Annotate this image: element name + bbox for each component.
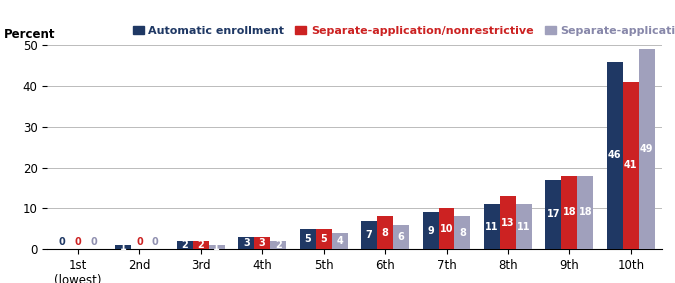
Bar	[209, 245, 225, 249]
Text: 2: 2	[197, 240, 204, 250]
Text: 0: 0	[152, 237, 159, 247]
Text: Percent: Percent	[4, 28, 56, 41]
Text: 1: 1	[213, 242, 220, 252]
Bar	[484, 204, 500, 249]
Bar	[607, 62, 623, 249]
Text: 8: 8	[381, 228, 389, 238]
Bar	[577, 176, 593, 249]
Bar	[439, 208, 454, 249]
Bar	[115, 245, 132, 249]
Text: 5: 5	[304, 234, 311, 244]
Text: 46: 46	[608, 150, 622, 160]
Bar	[423, 212, 439, 249]
Bar	[300, 229, 316, 249]
Bar	[316, 229, 331, 249]
Text: 18: 18	[578, 207, 592, 217]
Text: 0: 0	[90, 237, 97, 247]
Text: 18: 18	[562, 207, 576, 217]
Text: 1: 1	[120, 242, 127, 252]
Text: 3: 3	[259, 238, 266, 248]
Text: 9: 9	[427, 226, 434, 236]
Text: 49: 49	[640, 144, 653, 154]
Text: 6: 6	[398, 232, 404, 242]
Text: 7: 7	[366, 230, 373, 240]
Text: 3: 3	[243, 238, 250, 248]
Text: 2: 2	[182, 240, 188, 250]
Bar	[454, 216, 470, 249]
Bar	[639, 49, 655, 249]
Bar	[270, 241, 286, 249]
Text: 11: 11	[517, 222, 531, 231]
Bar	[500, 196, 516, 249]
Bar	[545, 180, 562, 249]
Bar	[331, 233, 348, 249]
Bar	[238, 237, 254, 249]
Text: 0: 0	[74, 237, 81, 247]
Text: 8: 8	[459, 228, 466, 238]
Text: 4: 4	[336, 236, 343, 246]
Bar	[254, 237, 270, 249]
Text: 2: 2	[275, 240, 281, 250]
Text: 41: 41	[624, 160, 637, 170]
Legend: Automatic enrollment, Separate-application/nonrestrictive, Separate-application/: Automatic enrollment, Separate-applicati…	[133, 26, 675, 36]
Text: 5: 5	[321, 234, 327, 244]
Bar	[177, 241, 193, 249]
Text: 13: 13	[501, 218, 514, 228]
Bar	[562, 176, 577, 249]
Bar	[193, 241, 209, 249]
Bar	[623, 82, 639, 249]
Text: 10: 10	[440, 224, 454, 234]
Text: 11: 11	[485, 222, 499, 231]
Bar	[393, 225, 409, 249]
Bar	[361, 220, 377, 249]
Bar	[516, 204, 532, 249]
Text: 0: 0	[59, 237, 65, 247]
Text: 17: 17	[547, 209, 560, 219]
Text: 0: 0	[136, 237, 143, 247]
Bar	[377, 216, 393, 249]
